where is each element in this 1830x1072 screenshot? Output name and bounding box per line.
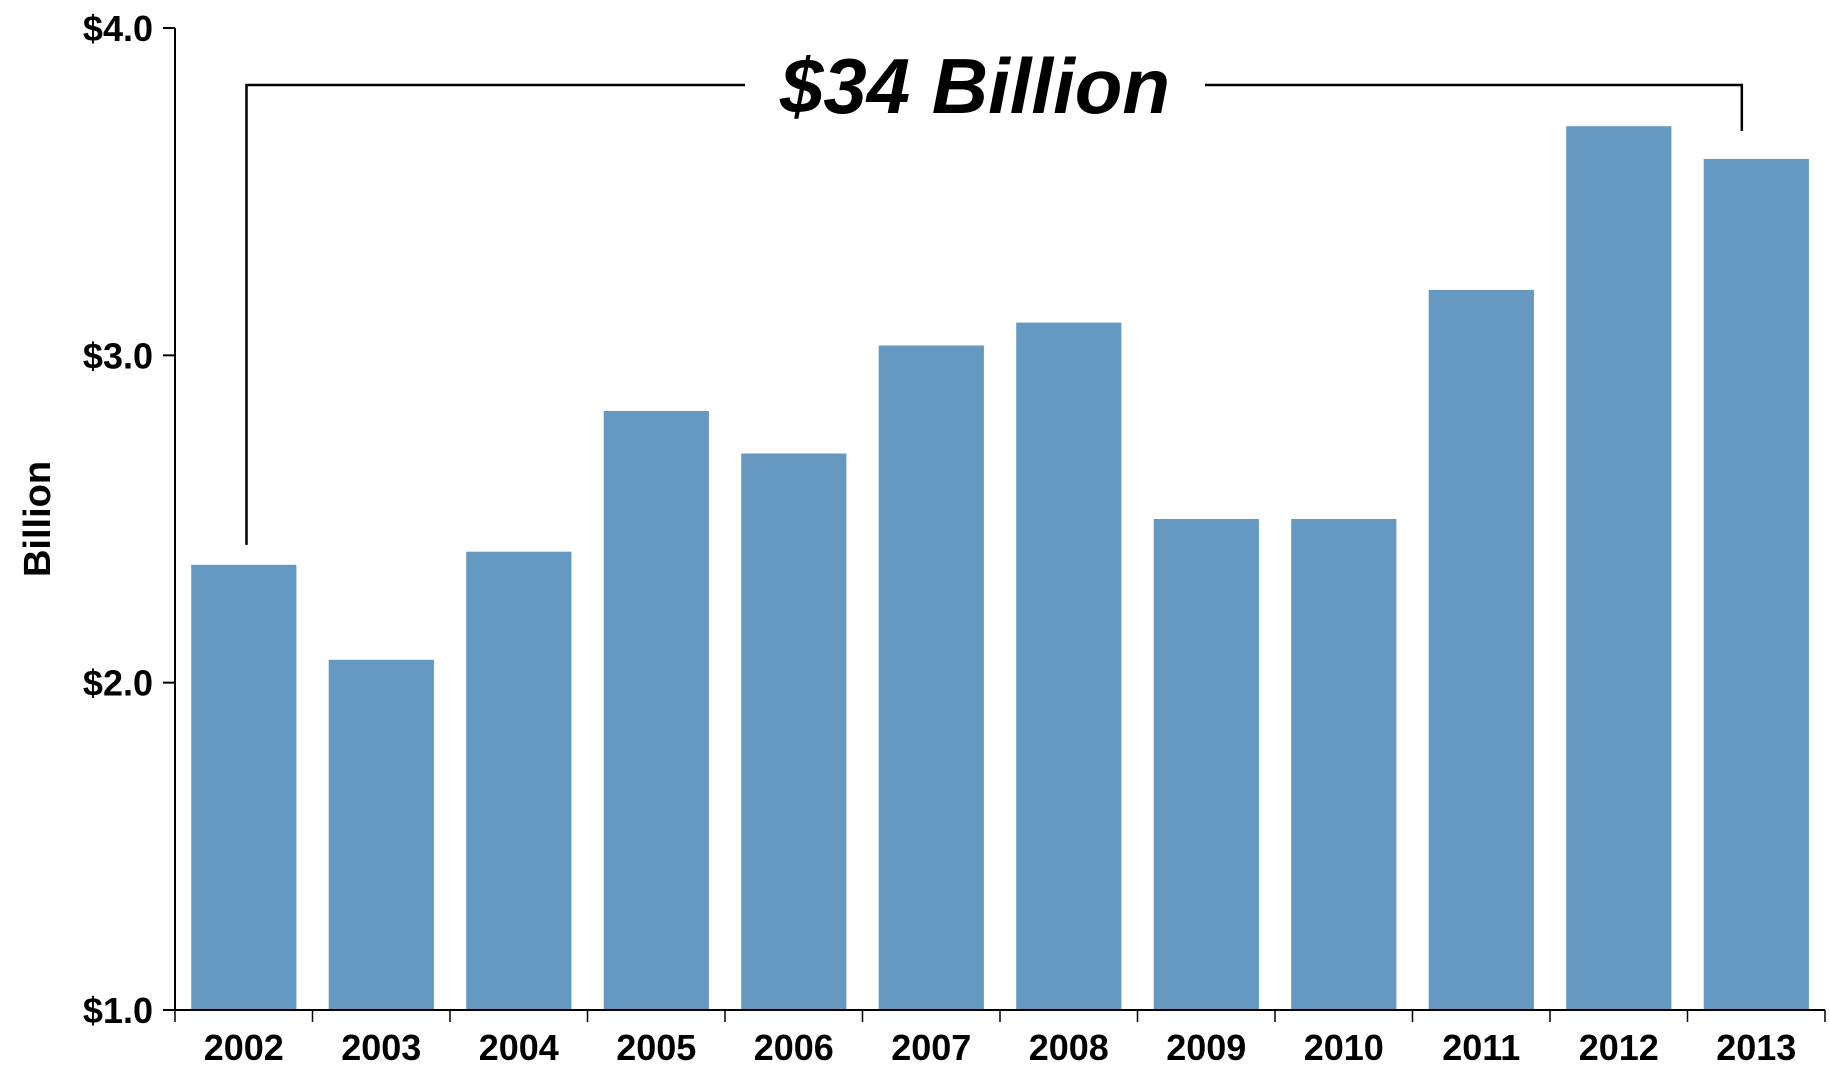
annotation-bracket-left [245,83,745,545]
total-annotation: $34 Billion [245,42,1744,545]
bar-2012 [1566,126,1672,1010]
bar-2013 [1703,158,1809,1010]
bar-2008 [1016,322,1122,1011]
x-ticks-group: 2002 2003 2004 2005 2006 2007 2008 2009 2010 2011… [174,1010,1826,1068]
bar-2009 [1153,519,1259,1010]
x-tick-label-2012: 2012 [1579,1027,1659,1068]
y-tick-label: $3.0 [83,335,153,376]
bar-2006 [741,453,847,1010]
x-tick-label-2008: 2008 [1029,1027,1109,1068]
x-tick-label-2013: 2013 [1716,1027,1796,1068]
bar-2005 [603,411,709,1010]
y-tick-label: $4.0 [83,8,153,49]
x-tick-label-2009: 2009 [1166,1027,1246,1068]
annotation-bracket-right [1205,83,1744,131]
x-tick-label-2010: 2010 [1304,1027,1384,1068]
bar-2011 [1428,289,1534,1010]
x-tick-label-2004: 2004 [479,1027,559,1068]
x-tick-label-2007: 2007 [891,1027,971,1068]
y-tick-label: $2.0 [83,663,153,704]
bar-2010 [1291,519,1397,1010]
bar-2003 [328,659,434,1010]
x-tick-label-2006: 2006 [754,1027,834,1068]
x-tick-label-2003: 2003 [341,1027,421,1068]
y-tick-label: $1.0 [83,990,153,1031]
bar-2004 [466,551,572,1010]
y-ticks-group: $1.0 $2.0 $3.0 $4.0 [83,8,175,1031]
bar-2002 [191,564,297,1010]
annotation-text: $34 Billion [779,42,1170,130]
x-tick-label-2011: 2011 [1442,1027,1520,1068]
y-axis-title: Billion [17,461,59,577]
bar-2007 [878,345,984,1010]
x-tick-label-2002: 2002 [204,1027,284,1068]
x-tick-label-2005: 2005 [616,1027,696,1068]
bars-group [191,126,1809,1011]
